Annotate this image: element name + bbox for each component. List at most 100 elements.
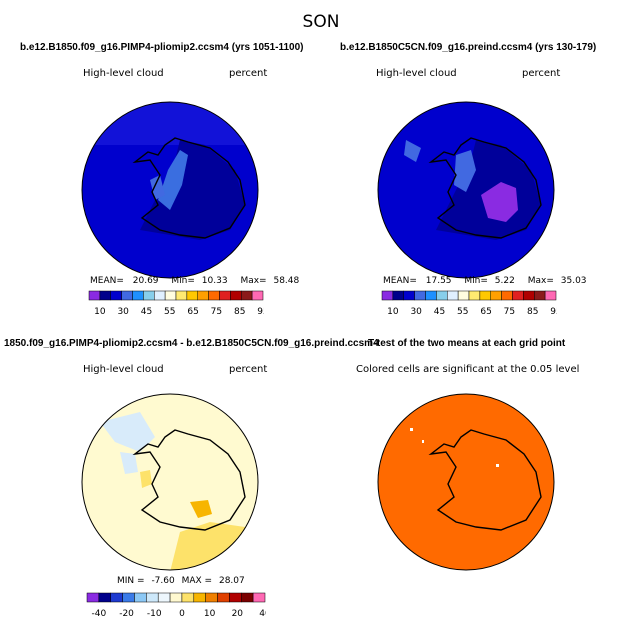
colorbar-swatch bbox=[479, 290, 491, 301]
colorbar-swatch bbox=[134, 592, 147, 603]
panel4-caption: Colored cells are significant at the 0.0… bbox=[356, 364, 580, 375]
panel2-stats: MEAN= 17.55 Min= 5.22 Max= 35.03 bbox=[383, 276, 587, 286]
colorbar-swatch bbox=[425, 290, 437, 301]
colorbar-swatch bbox=[512, 290, 524, 301]
colorbar-swatch bbox=[523, 290, 535, 301]
panel1-polar-map bbox=[81, 101, 259, 279]
colorbar-tick-label: 55 bbox=[457, 307, 468, 317]
colorbar-swatch bbox=[251, 290, 264, 301]
colorbar-tick-label: 65 bbox=[187, 307, 198, 317]
colorbar-swatch bbox=[241, 592, 254, 603]
colorbar-tick-label: 95 bbox=[550, 307, 557, 317]
colorbar-swatch bbox=[86, 592, 100, 603]
panel3-coastline bbox=[132, 429, 246, 531]
colorbar-tick-label: 10 bbox=[204, 609, 216, 619]
panel3-blue-patch bbox=[100, 412, 155, 452]
panel3-ocean-field bbox=[82, 394, 258, 570]
panel2-variable-label: High-level cloud bbox=[376, 68, 457, 79]
panel1-max-label: Max= bbox=[240, 276, 267, 286]
panel2-min-value: 5.22 bbox=[494, 276, 515, 286]
colorbar-swatch bbox=[98, 592, 111, 603]
colorbar-swatch bbox=[436, 290, 448, 301]
colorbar-swatch bbox=[154, 290, 166, 301]
colorbar-tick-label: 55 bbox=[164, 307, 175, 317]
panel2-polar-map bbox=[377, 101, 555, 279]
colorbar-tick-label: 10 bbox=[94, 307, 106, 317]
panel3-stats: MIN = -7.60 MAX = 28.07 bbox=[117, 576, 245, 586]
panel4-significance-field bbox=[378, 394, 554, 570]
panel3-title: 1850.f09_g16.PIMP4-pliomip2.ccsm4 - b.e1… bbox=[4, 338, 379, 349]
panel3-max-value: 28.07 bbox=[218, 576, 245, 586]
colorbar-tick-label: 30 bbox=[117, 307, 129, 317]
colorbar-swatch bbox=[197, 290, 209, 301]
colorbar-swatch bbox=[381, 290, 394, 301]
panel3-variable-label: High-level cloud bbox=[83, 364, 164, 375]
colorbar-swatch bbox=[490, 290, 502, 301]
colorbar-swatch bbox=[208, 290, 220, 301]
colorbar-swatch bbox=[219, 290, 231, 301]
panel1-coastline bbox=[132, 137, 246, 239]
panel3-min-label: MIN = bbox=[117, 576, 145, 586]
colorbar-swatch bbox=[468, 290, 481, 301]
colorbar-tick-label: 75 bbox=[211, 307, 222, 317]
colorbar-swatch bbox=[229, 592, 242, 603]
panel2-max-value: 35.03 bbox=[560, 276, 587, 286]
panel1-min-value: 10.33 bbox=[201, 276, 228, 286]
colorbar-swatch bbox=[110, 592, 123, 603]
panel2-patch-b bbox=[454, 150, 476, 192]
figure-title: SON bbox=[302, 12, 340, 32]
colorbar-swatch bbox=[205, 592, 218, 603]
panel2-coastline bbox=[428, 137, 542, 239]
colorbar-tick-label: 65 bbox=[480, 307, 491, 317]
colorbar-tick-label: 20 bbox=[232, 609, 244, 619]
colorbar-swatch bbox=[121, 290, 133, 301]
panel2-antarctica-field bbox=[436, 140, 541, 240]
panel3-min-value: -7.60 bbox=[151, 576, 175, 586]
panel2-units-label: percent bbox=[522, 68, 561, 79]
colorbar-tick-label: 95 bbox=[257, 307, 264, 317]
colorbar-swatch bbox=[122, 592, 135, 603]
colorbar-swatch bbox=[169, 592, 183, 603]
panel1-mean-value: 20.69 bbox=[132, 276, 159, 286]
colorbar-tick-label: -20 bbox=[119, 609, 134, 619]
panel2-colorbar: 10 30 45 55 65 75 85 95 bbox=[381, 290, 557, 317]
colorbar-swatch bbox=[193, 592, 206, 603]
panel2-mean-label: MEAN= bbox=[383, 276, 417, 286]
colorbar-tick-label: 40 bbox=[259, 609, 266, 619]
panel2-mean-value: 17.55 bbox=[425, 276, 452, 286]
colorbar-swatch bbox=[447, 290, 459, 301]
panel1-antarctica-field bbox=[140, 140, 245, 240]
colorbar-swatch bbox=[132, 290, 144, 301]
colorbar-swatch bbox=[175, 290, 188, 301]
colorbar-swatch bbox=[146, 592, 159, 603]
colorbar-tick-label: 85 bbox=[527, 307, 538, 317]
panel2-title: b.e12.B1850C5CN.f09_g16.preind.ccsm4 (yr… bbox=[340, 42, 597, 53]
colorbar-swatch bbox=[544, 290, 557, 301]
colorbar-swatch bbox=[501, 290, 513, 301]
panel1-variable-label: High-level cloud bbox=[83, 68, 164, 79]
panel1-mean-label: MEAN= bbox=[90, 276, 124, 286]
colorbar-swatch bbox=[534, 290, 546, 301]
panel1-units-label: percent bbox=[229, 68, 268, 79]
panel4-polar-map bbox=[377, 393, 555, 571]
panel3-colorbar: -40 -20 -10 0 10 20 40 bbox=[86, 592, 266, 619]
colorbar-tick-label: 45 bbox=[141, 307, 152, 317]
colorbar-swatch bbox=[241, 290, 253, 301]
colorbar-tick-label: 10 bbox=[387, 307, 399, 317]
panel2-map-border bbox=[377, 101, 555, 279]
panel1-peninsula-field bbox=[158, 150, 188, 210]
panel3-max-label: MAX = bbox=[181, 576, 213, 586]
colorbar-swatch bbox=[157, 592, 171, 603]
panel2-purple-patch bbox=[481, 182, 518, 222]
panel1-north-band bbox=[82, 102, 258, 145]
colorbar-swatch bbox=[99, 290, 111, 301]
panel2-min-label: Min= bbox=[464, 276, 488, 286]
colorbar-tick-label: 30 bbox=[410, 307, 422, 317]
panel1-colorbar: 10 30 45 55 65 75 85 95 bbox=[88, 290, 264, 317]
panel1-max-value: 58.48 bbox=[273, 276, 300, 286]
panel4-insignificant-cell bbox=[422, 440, 424, 443]
colorbar-swatch bbox=[230, 290, 242, 301]
panel3-polar-map bbox=[81, 393, 259, 571]
panel3-map-border bbox=[81, 393, 259, 571]
colorbar-swatch bbox=[186, 290, 198, 301]
